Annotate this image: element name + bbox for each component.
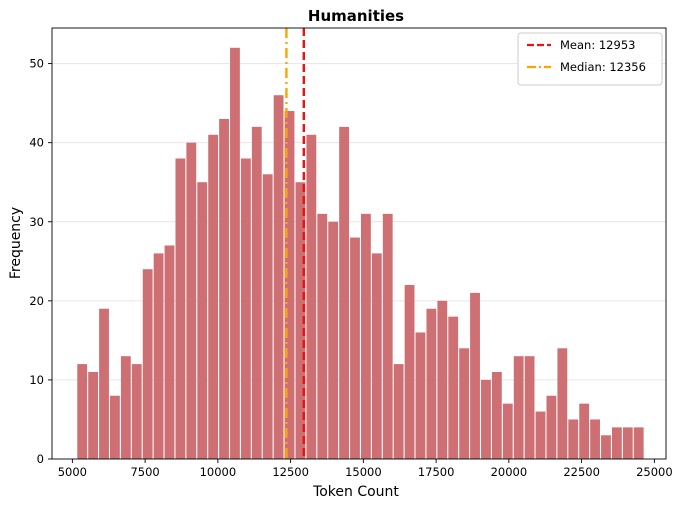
- histogram-bar: [557, 348, 568, 459]
- histogram-bar: [262, 174, 273, 460]
- y-axis-ticks: 0 10 20 30 40 50: [29, 57, 52, 466]
- histogram-bar: [273, 95, 284, 459]
- chart-title: Humanities: [308, 7, 404, 25]
- x-tick-label: 10000: [200, 465, 237, 479]
- y-tick-label: 40: [29, 136, 44, 150]
- histogram-bar: [459, 348, 470, 459]
- histogram-bar: [110, 395, 120, 459]
- histogram-bar: [546, 395, 557, 459]
- x-axis-ticks: 5000 7500 10000 12500 15000 17500 20000 22500 25…: [58, 459, 673, 479]
- histogram-bar: [470, 292, 480, 459]
- y-tick-label: 50: [29, 57, 44, 71]
- histogram-bar: [601, 435, 611, 459]
- histogram-bar: [491, 372, 502, 459]
- histogram-bar: [251, 126, 262, 459]
- histogram-bar: [448, 316, 459, 459]
- histogram-bar: [568, 419, 579, 459]
- histogram-bar: [77, 364, 88, 459]
- histogram-bar: [393, 364, 404, 459]
- histogram-bar: [208, 134, 219, 459]
- histogram-bar: [88, 372, 99, 459]
- histogram-bar: [513, 356, 524, 459]
- histogram-bar: [142, 269, 153, 459]
- histogram-bar: [328, 221, 339, 459]
- legend-mean-label: Mean: 12953: [560, 38, 635, 52]
- histogram-bar: [99, 308, 109, 459]
- histogram-bar: [590, 419, 600, 459]
- histogram-bar: [415, 332, 426, 459]
- histogram-bar: [524, 356, 535, 459]
- histogram-bar: [164, 245, 175, 459]
- reference-lines-layer: [285, 28, 305, 459]
- histogram-bar: [579, 403, 590, 459]
- histogram-bar: [426, 308, 437, 459]
- histogram-bar: [175, 158, 186, 459]
- x-tick-label: 5000: [58, 465, 87, 479]
- histogram-bar: [361, 213, 371, 459]
- histogram-bar: [437, 300, 448, 459]
- x-tick-label: 20000: [491, 465, 528, 479]
- plot-frame: [51, 27, 667, 460]
- x-tick-label: 17500: [418, 465, 455, 479]
- histogram-bar: [284, 111, 295, 460]
- x-tick-label: 7500: [130, 465, 159, 479]
- histogram-bar: [317, 213, 328, 459]
- histogram-bar: [230, 47, 240, 460]
- histogram-bar: [633, 427, 644, 459]
- y-tick-label: 20: [29, 294, 44, 308]
- histogram-bar: [186, 142, 197, 459]
- y-axis-label: Frequency: [8, 207, 24, 279]
- legend-box: [517, 32, 663, 86]
- histogram-bar: [502, 403, 513, 459]
- y-tick-label: 30: [29, 215, 44, 229]
- histogram-bar: [306, 134, 317, 459]
- bars-layer: [77, 47, 644, 460]
- histogram-bar: [622, 427, 633, 459]
- x-tick-label: 15000: [345, 465, 382, 479]
- histogram-bar: [350, 237, 360, 459]
- histogram-bar: [339, 126, 349, 459]
- histogram-bar: [219, 118, 229, 460]
- x-tick-label: 25000: [636, 465, 673, 479]
- histogram-bar: [197, 182, 208, 460]
- x-axis-label: Token Count: [312, 484, 399, 500]
- histogram-bar: [153, 253, 164, 459]
- histogram-bar: [535, 411, 546, 459]
- y-tick-label: 10: [29, 373, 44, 387]
- y-tick-label: 0: [37, 452, 44, 466]
- legend: Mean: 12953 Median: 12356: [517, 32, 663, 86]
- histogram-bar: [131, 364, 142, 459]
- histogram-bar: [382, 213, 393, 459]
- x-tick-label: 12500: [272, 465, 309, 479]
- histogram-bar: [295, 182, 306, 460]
- x-tick-label: 22500: [563, 465, 600, 479]
- histogram-bar: [611, 427, 622, 459]
- histogram-bar: [481, 379, 491, 459]
- histogram-bar: [371, 253, 382, 459]
- histogram-bar: [120, 356, 131, 459]
- legend-median-label: Median: 12356: [560, 60, 646, 74]
- histogram-bar: [240, 158, 251, 459]
- histogram-bar: [404, 285, 415, 459]
